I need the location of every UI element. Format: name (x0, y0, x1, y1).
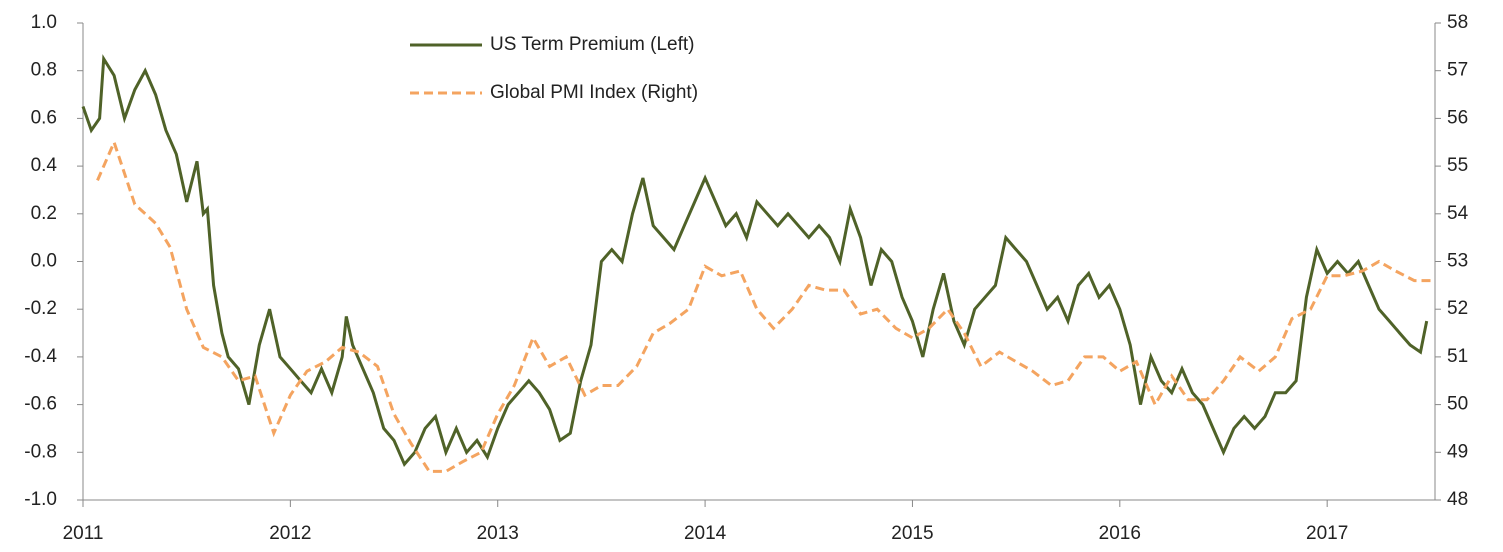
y2-tick-label: 58 (1447, 12, 1468, 33)
y2-tick-label: 55 (1447, 155, 1468, 176)
y-tick-label: 0.0 (31, 251, 57, 272)
y2-tick-label: 54 (1447, 203, 1469, 224)
y-tick-label: -0.2 (24, 298, 57, 319)
series-line (81, 54, 1429, 467)
x-tick-label: 2014 (684, 523, 727, 544)
y-tick-label: -1.0 (24, 489, 57, 510)
y2-tick-label: 53 (1447, 251, 1468, 272)
legend-label: US Term Premium (Left) (490, 34, 694, 55)
legend-label: Global PMI Index (Right) (490, 82, 698, 103)
y-tick-label: 1.0 (31, 12, 57, 33)
x-tick-label: 2013 (477, 523, 519, 544)
y-tick-label: -0.8 (24, 441, 57, 462)
x-tick-label: 2012 (269, 523, 311, 544)
y2-tick-label: 50 (1447, 394, 1468, 415)
y2-tick-label: 56 (1447, 107, 1468, 128)
y2-tick-label: 57 (1447, 60, 1468, 81)
y-tick-label: -0.4 (24, 346, 57, 367)
x-tick-label: 2016 (1099, 523, 1141, 544)
y-tick-label: 0.4 (31, 155, 58, 176)
y-tick-label: -0.6 (24, 394, 57, 415)
x-tick-label: 2011 (63, 523, 104, 544)
y2-tick-label: 49 (1447, 441, 1468, 462)
y2-tick-label: 52 (1447, 298, 1468, 319)
series-line (96, 138, 1431, 473)
x-tick-label: 2015 (891, 523, 933, 544)
x-tick-label: 2017 (1306, 523, 1348, 544)
y2-tick-label: 48 (1447, 489, 1468, 510)
y-tick-label: 0.2 (31, 203, 57, 224)
y2-tick-label: 51 (1447, 346, 1468, 367)
y-tick-label: 0.6 (31, 107, 57, 128)
y-tick-label: 0.8 (31, 60, 57, 81)
